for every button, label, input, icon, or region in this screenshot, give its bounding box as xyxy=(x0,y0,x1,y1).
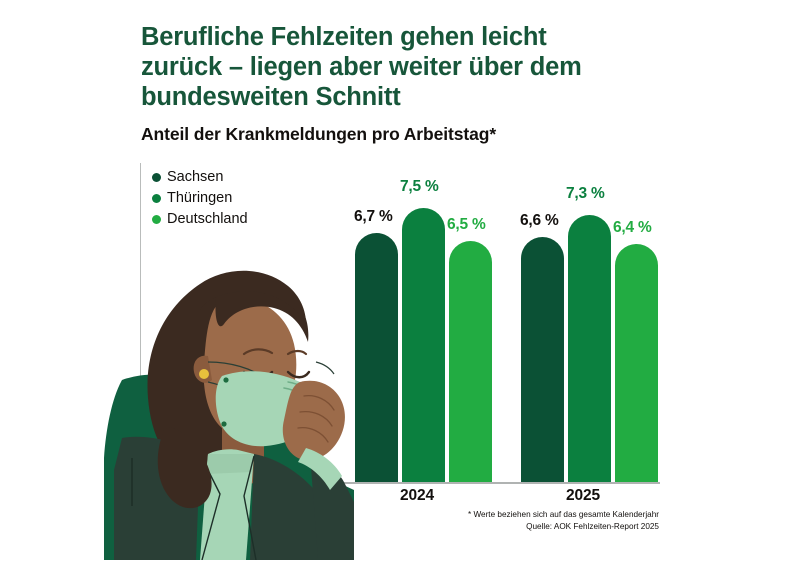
bar-value-label: 6,6 % xyxy=(520,212,559,229)
chart-legend: Sachsen Thüringen Deutschland xyxy=(152,168,248,229)
legend-label: Deutschland xyxy=(167,211,248,228)
headline-line-3: bundesweiten Schnitt xyxy=(141,83,401,111)
legend-item-sachsen: Sachsen xyxy=(152,168,248,187)
bar-deutschland-2024 xyxy=(449,241,492,482)
headline-line-2: zurück – liegen aber weiter über dem xyxy=(141,53,582,81)
legend-label: Thüringen xyxy=(167,190,233,207)
bar-sachsen-2024 xyxy=(355,233,398,482)
bar-sachsen-2025 xyxy=(521,237,564,482)
x-axis-label-2025: 2025 xyxy=(566,487,601,504)
bar-value-label: 7,3 % xyxy=(566,185,605,202)
footnote-line-2: Quelle: AOK Fehlzeiten-Report 2025 xyxy=(526,521,659,531)
legend-label: Sachsen xyxy=(167,169,224,186)
legend-item-thueringen: Thüringen xyxy=(152,189,248,208)
x-axis-label-2024: 2024 xyxy=(400,487,435,504)
bar-value-label: 6,4 % xyxy=(613,219,652,236)
legend-dot-icon xyxy=(152,173,161,182)
woman-with-face-mask-illustration xyxy=(104,258,354,561)
bar-deutschland-2025 xyxy=(615,244,658,482)
chart-subtitle: Anteil der Krankmeldungen pro Arbeitstag… xyxy=(141,124,497,144)
legend-dot-icon xyxy=(152,215,161,224)
page-title: Berufliche Fehlzeiten gehen leicht zurüc… xyxy=(141,22,641,112)
footnote-line-1: * Werte beziehen sich auf das gesamte Ka… xyxy=(467,510,659,519)
legend-dot-icon xyxy=(152,194,161,203)
bar-value-label: 7,5 % xyxy=(400,178,439,195)
bar-thueringen-2025 xyxy=(568,215,611,482)
headline-line-1: Berufliche Fehlzeiten gehen leicht xyxy=(141,23,547,51)
bar-value-label: 6,7 % xyxy=(354,208,393,225)
legend-item-deutschland: Deutschland xyxy=(152,210,248,229)
bar-thueringen-2024 xyxy=(402,208,445,482)
bar-value-label: 6,5 % xyxy=(447,216,486,233)
earring-icon xyxy=(199,369,209,379)
footnote: * Werte beziehen sich auf das gesamte Ka… xyxy=(468,509,659,532)
